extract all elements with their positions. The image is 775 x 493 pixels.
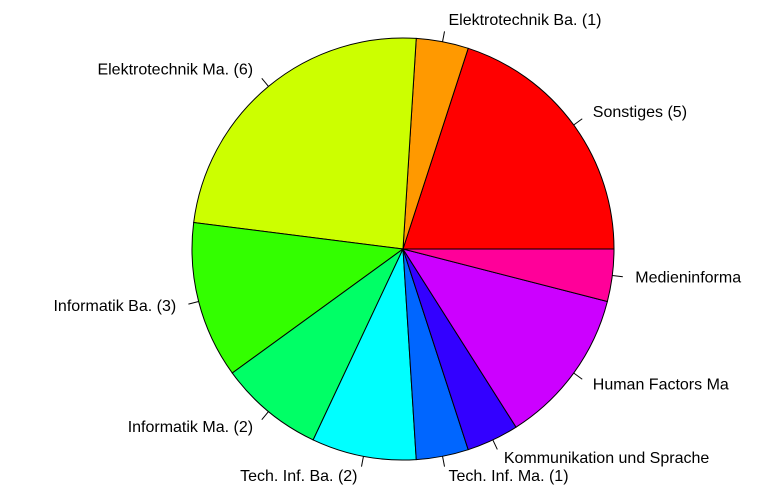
label-tick	[442, 456, 446, 467]
label-tick	[573, 118, 583, 126]
slice-label: Tech. Inf. Ma. (1)	[448, 468, 568, 485]
slice-label: Tech. Inf. Ba. (2)	[240, 468, 357, 485]
slice-label: Kommunikation und Sprache	[504, 450, 710, 467]
pie-slice	[193, 37, 417, 250]
label-tick	[612, 274, 623, 278]
slice-label: Informatik Ba. (3)	[53, 298, 176, 315]
label-tick	[573, 372, 583, 380]
pie-slice	[231, 248, 404, 441]
label-tick	[261, 411, 269, 421]
slice-label: Medieninforma	[635, 269, 741, 286]
label-tick	[492, 439, 498, 450]
pie-slice	[402, 248, 615, 303]
slice-label: Human Factors Ma	[593, 377, 729, 394]
pie-slice	[401, 248, 608, 428]
slice-label: Elektrotechnik Ba. (1)	[448, 12, 601, 29]
pie-slice	[312, 248, 417, 461]
label-tick	[188, 300, 199, 305]
label-tick	[442, 31, 446, 42]
slice-label: Sonstiges (5)	[593, 104, 687, 121]
slice-label: Informatik Ma. (2)	[128, 419, 253, 436]
slice-label: Elektrotechnik Ma. (6)	[97, 61, 253, 78]
label-tick	[360, 456, 364, 467]
label-tick	[261, 77, 269, 87]
